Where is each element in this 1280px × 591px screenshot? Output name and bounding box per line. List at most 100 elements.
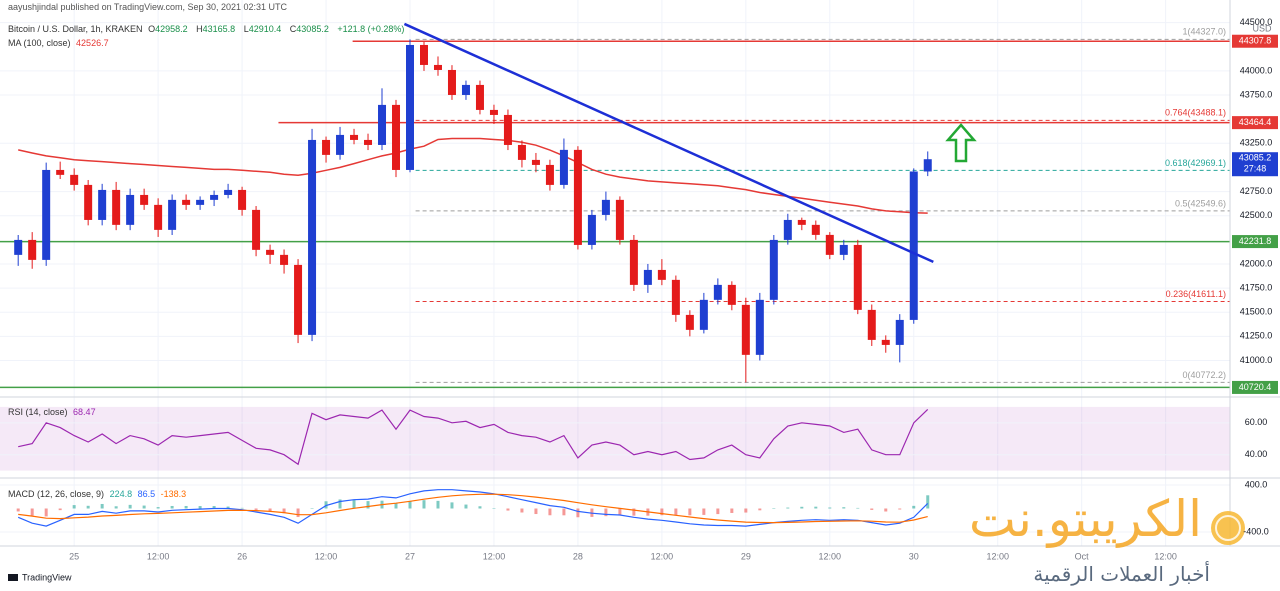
candle-body: [14, 239, 23, 255]
level-label: 42231.8: [1239, 236, 1272, 246]
macd-histogram-bar: [674, 508, 678, 516]
candle-body: [503, 114, 512, 145]
candle-body: [573, 149, 582, 245]
candle-body: [881, 339, 890, 345]
macd-histogram-bar: [576, 508, 580, 518]
candle-body: [154, 204, 163, 230]
candle-body: [447, 69, 456, 95]
legend-macd: MACD (12, 26, close, 9) 224.8 86.5 -138.…: [8, 489, 189, 499]
fib-label: 0.764(43488.1): [1165, 108, 1226, 118]
candle-body: [685, 314, 694, 330]
candle-body: [489, 109, 498, 115]
x-tick-label: 12:00: [986, 551, 1009, 561]
candle-body: [545, 164, 554, 185]
axis-unit: USD: [1252, 23, 1272, 33]
candle-body: [587, 214, 596, 245]
y-tick-label: 400.0: [1245, 479, 1268, 489]
y-tick-label: 44000.0: [1240, 65, 1273, 75]
macd-value: 86.5: [137, 489, 156, 499]
level-label: 44307.8: [1239, 36, 1272, 46]
macd-histogram-bar: [758, 508, 762, 511]
last-price-badge: [1232, 152, 1278, 177]
candle-body: [350, 134, 359, 140]
y-tick-label: 41750.0: [1240, 282, 1273, 292]
macd-histogram-bar: [450, 502, 454, 509]
x-tick-label: 29: [741, 551, 751, 561]
y-tick-label: 40.00: [1245, 449, 1268, 459]
candle-body: [531, 159, 540, 165]
candle-body: [769, 239, 778, 300]
candle-body: [657, 269, 666, 280]
candle-body: [433, 64, 442, 70]
hist-value: 224.8: [109, 489, 133, 499]
macd-histogram-bar: [142, 505, 146, 509]
y-tick-label: 42750.0: [1240, 186, 1273, 196]
ma-value: 42526.7: [76, 38, 109, 48]
macd-histogram-bar: [744, 508, 748, 513]
fib-label: 0.618(42969.1): [1165, 158, 1226, 168]
macd-histogram-bar: [170, 505, 174, 509]
candle-body: [140, 194, 149, 205]
logo-mark: [8, 574, 18, 581]
macd-histogram-bar: [884, 508, 888, 512]
x-tick-label: Oct: [1075, 551, 1090, 561]
macd-histogram-bar: [800, 506, 804, 509]
macd-histogram-bar: [72, 505, 76, 509]
macd-histogram-bar: [688, 508, 692, 516]
symbol-title: Bitcoin / U.S. Dollar, 1h, KRAKEN: [8, 24, 143, 34]
macd-histogram-bar: [534, 508, 538, 515]
candle-body: [909, 171, 918, 320]
macd-histogram-bar: [478, 506, 482, 509]
macd-histogram-bar: [898, 508, 902, 510]
candle-body: [126, 194, 135, 225]
candle-body: [559, 149, 568, 185]
fib-label: 1(44327.0): [1182, 27, 1226, 37]
macd-histogram-bar: [520, 508, 524, 513]
rsi-line: [18, 408, 929, 466]
y-tick-label: 41000.0: [1240, 355, 1273, 365]
macd-histogram-bar: [870, 508, 874, 510]
ohlc-value: 42910.4: [248, 24, 282, 34]
x-tick-label: 27: [405, 551, 415, 561]
x-tick-label: 12:00: [147, 551, 170, 561]
macd-histogram-bar: [296, 508, 300, 518]
macd-histogram-bar: [184, 505, 188, 509]
macd-histogram-bar: [338, 499, 342, 509]
watermark-tagline: أخبار العملات الرقمية: [1033, 562, 1210, 586]
ohlc-prefix: L: [243, 24, 249, 34]
macd-histogram-bar: [16, 508, 20, 512]
candle-body: [825, 234, 834, 255]
macd-histogram-bar: [310, 508, 314, 509]
plot-layer: 1(44327.0) 0.764(43488.1) 0.618(42969.1) 0.…: [0, 0, 1230, 546]
macd-histogram-bar: [814, 506, 818, 509]
macd-histogram-bar: [786, 507, 790, 509]
macd-histogram-bar: [282, 508, 286, 514]
footer-logo: TradingView: [22, 572, 72, 582]
y-tick-label: 44500.0: [1240, 17, 1273, 27]
candle-body: [475, 84, 484, 110]
watermark-brand: الكريبتو.نت: [968, 490, 1202, 548]
y-tick-label: 43250.0: [1240, 138, 1273, 148]
y-tick-label: 43750.0: [1240, 89, 1273, 99]
macd-histogram-bar: [436, 500, 440, 509]
candle-body: [839, 244, 848, 255]
candle-body: [112, 189, 121, 225]
change: +121.8 (+0.28%): [337, 24, 405, 34]
legend-main: Bitcoin / U.S. Dollar, 1h, KRAKEN O42958…: [8, 24, 407, 34]
level-label: 40720.4: [1239, 382, 1272, 392]
coin: [1211, 511, 1245, 545]
candle-body: [406, 44, 414, 170]
candle-body: [308, 139, 317, 335]
x-tick-label: 12:00: [651, 551, 674, 561]
candle-body: [294, 264, 303, 335]
ma-name: MA (100, close): [8, 38, 71, 48]
macd-histogram-bar: [464, 504, 468, 509]
macd-histogram-bar: [548, 508, 552, 516]
candle-body: [517, 144, 526, 160]
candle-body: [741, 304, 750, 355]
candle-body: [364, 139, 373, 145]
candle-body: [811, 224, 820, 235]
level-badge: [1232, 235, 1278, 249]
macd-histogram-bar: [156, 507, 160, 509]
